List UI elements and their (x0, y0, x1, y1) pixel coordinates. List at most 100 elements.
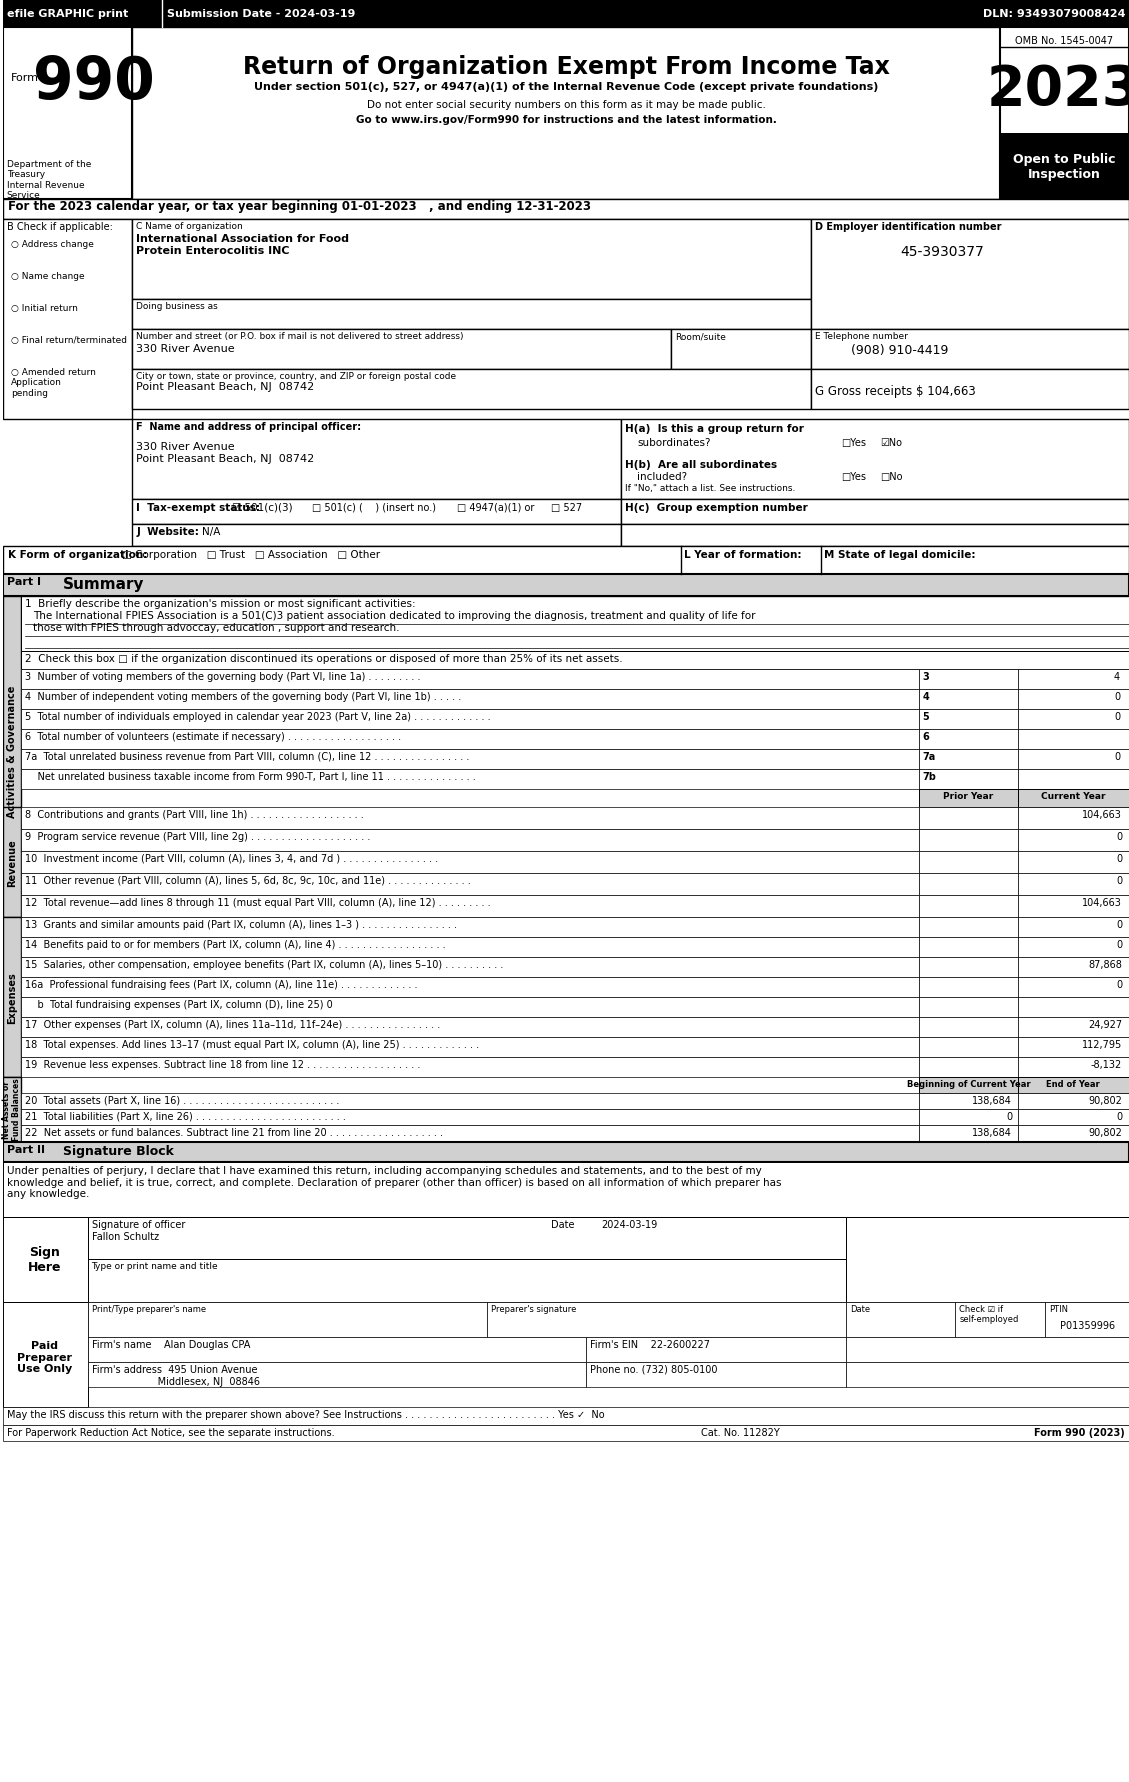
Bar (919, 957, 1018, 978)
Text: 104,663: 104,663 (1082, 809, 1122, 820)
Text: □Yes: □Yes (841, 438, 866, 447)
Text: 330 River Avenue: 330 River Avenue (137, 344, 235, 355)
Text: Room/suite: Room/suite (675, 331, 726, 340)
Text: 11  Other revenue (Part VIII, column (A), lines 5, 6d, 8c, 9c, 10c, and 11e) . .: 11 Other revenue (Part VIII, column (A),… (25, 875, 471, 886)
Bar (919, 937, 1018, 957)
Text: City or town, state or province, country, and ZIP or foreign postal code: City or town, state or province, country… (137, 372, 456, 381)
Text: International Association for Food
Protein Enterocolitis INC: International Association for Food Prote… (137, 233, 349, 255)
Text: DLN: 93493079008424: DLN: 93493079008424 (982, 9, 1124, 20)
Text: B Check if applicable:: B Check if applicable: (7, 223, 113, 232)
Bar (132, 524, 621, 547)
Text: Return of Organization Exempt From Income Tax: Return of Organization Exempt From Incom… (243, 55, 890, 78)
Bar (20, 807, 919, 830)
Text: Middlesex, NJ  08846: Middlesex, NJ 08846 (91, 1376, 260, 1386)
Bar (1018, 1057, 1129, 1078)
Text: included?: included? (637, 472, 688, 481)
Text: □ 501(c) (    ) (insert no.): □ 501(c) ( ) (insert no.) (312, 503, 436, 513)
Text: Preparer's signature: Preparer's signature (490, 1304, 576, 1313)
Text: efile GRAPHIC print: efile GRAPHIC print (7, 9, 128, 20)
Text: May the IRS discuss this return with the preparer shown above? See Instructions : May the IRS discuss this return with the… (7, 1410, 604, 1418)
Bar (919, 1110, 1018, 1126)
Text: □ Corporation   □ Trust   □ Association   □ Other: □ Corporation □ Trust □ Association □ Ot… (122, 549, 380, 560)
Text: ○ Initial return: ○ Initial return (10, 303, 78, 314)
Bar (2, 1408, 1129, 1426)
Bar (20, 1037, 919, 1057)
Bar (919, 789, 1018, 807)
Text: Phone no. (732) 805-0100: Phone no. (732) 805-0100 (590, 1365, 718, 1374)
Bar (1000, 134, 1129, 200)
Text: Department of the
Treasury
Internal Revenue
Service: Department of the Treasury Internal Reve… (7, 160, 91, 200)
Bar (846, 1217, 1129, 1303)
Text: Print/Type preparer's name: Print/Type preparer's name (91, 1304, 205, 1313)
Text: 7a  Total unrelated business revenue from Part VIII, column (C), line 12 . . . .: 7a Total unrelated business revenue from… (25, 752, 469, 761)
Text: □ 4947(a)(1) or: □ 4947(a)(1) or (456, 503, 534, 513)
Bar (20, 652, 1129, 670)
Bar (1018, 709, 1129, 729)
Text: P01359996: P01359996 (1060, 1320, 1115, 1329)
Text: 14  Benefits paid to or for members (Part IX, column (A), line 4) . . . . . . . : 14 Benefits paid to or for members (Part… (25, 939, 445, 950)
Bar (132, 421, 621, 499)
Text: □ 527: □ 527 (551, 503, 583, 513)
Bar (88, 1217, 846, 1260)
Bar (20, 896, 919, 918)
Bar (1018, 1037, 1129, 1057)
Text: 87,868: 87,868 (1088, 959, 1122, 969)
Bar (2, 1303, 88, 1408)
Bar (919, 1057, 1018, 1078)
Text: E Telephone number: E Telephone number (815, 331, 908, 340)
Text: Under section 501(c), 527, or 4947(a)(1) of the Internal Revenue Code (except pr: Under section 501(c), 527, or 4947(a)(1)… (254, 82, 878, 93)
Text: Firm's name    Alan Douglas CPA: Firm's name Alan Douglas CPA (91, 1340, 250, 1349)
Bar (1018, 852, 1129, 873)
Text: Date: Date (551, 1219, 575, 1230)
Text: I  Tax-exempt status:: I Tax-exempt status: (137, 503, 261, 513)
Bar (2, 200, 1129, 219)
Text: Open to Public
Inspection: Open to Public Inspection (1013, 153, 1115, 182)
Bar (1018, 1078, 1129, 1094)
Bar (919, 670, 1018, 690)
Bar (1018, 1126, 1129, 1140)
Bar (919, 830, 1018, 852)
Bar (671, 330, 811, 371)
Bar (1018, 807, 1129, 830)
Bar (2, 29, 1129, 200)
Bar (132, 299, 811, 330)
Text: 90,802: 90,802 (1088, 1128, 1122, 1137)
Bar (919, 918, 1018, 937)
Text: 90,802: 90,802 (1088, 1096, 1122, 1105)
Text: 7b: 7b (922, 772, 936, 782)
Bar (20, 998, 919, 1018)
Text: J  Website:: J Website: (137, 527, 200, 536)
Text: □Yes: □Yes (841, 472, 866, 481)
Bar (919, 709, 1018, 729)
Bar (919, 690, 1018, 709)
Text: 0: 0 (1114, 691, 1120, 702)
Bar (20, 709, 919, 729)
Text: Current Year: Current Year (1041, 791, 1105, 800)
Text: 2024-03-19: 2024-03-19 (602, 1219, 657, 1230)
Text: 0: 0 (1115, 1112, 1122, 1121)
Text: M State of legal domicile:: M State of legal domicile: (824, 549, 975, 560)
Bar (2, 1162, 1129, 1217)
Bar (487, 1303, 846, 1336)
Text: 2023: 2023 (987, 62, 1129, 118)
Text: Net unrelated business taxable income from Form 990-T, Part I, line 11 . . . . .: Net unrelated business taxable income fr… (25, 772, 475, 782)
Text: 112,795: 112,795 (1082, 1039, 1122, 1050)
Bar (1018, 998, 1129, 1018)
Text: 0: 0 (1115, 920, 1122, 930)
Bar (955, 1303, 1045, 1336)
Text: b  Total fundraising expenses (Part IX, column (D), line 25) 0: b Total fundraising expenses (Part IX, c… (25, 1000, 332, 1009)
Text: C Name of organization: C Name of organization (137, 223, 243, 232)
Text: Expenses: Expenses (7, 971, 17, 1023)
Bar (2, 597, 20, 907)
Text: The International FPIES Association is a 501(C)3 patient association dedicated t: The International FPIES Association is a… (33, 611, 755, 633)
Text: 21  Total liabilities (Part X, line 26) . . . . . . . . . . . . . . . . . . . . : 21 Total liabilities (Part X, line 26) .… (25, 1112, 345, 1121)
Text: If "No," attach a list. See instructions.: If "No," attach a list. See instructions… (625, 483, 796, 494)
Text: 13  Grants and similar amounts paid (Part IX, column (A), lines 1–3 ) . . . . . : 13 Grants and similar amounts paid (Part… (25, 920, 456, 930)
Bar (919, 729, 1018, 750)
Bar (846, 1361, 1129, 1386)
Bar (846, 1303, 955, 1336)
Text: Part I: Part I (7, 577, 41, 586)
Text: 20  Total assets (Part X, line 16) . . . . . . . . . . . . . . . . . . . . . . .: 20 Total assets (Part X, line 16) . . . … (25, 1096, 339, 1105)
Text: 18  Total expenses. Add lines 13–17 (must equal Part IX, column (A), line 25) . : 18 Total expenses. Add lines 13–17 (must… (25, 1039, 479, 1050)
Bar (621, 499, 1129, 524)
